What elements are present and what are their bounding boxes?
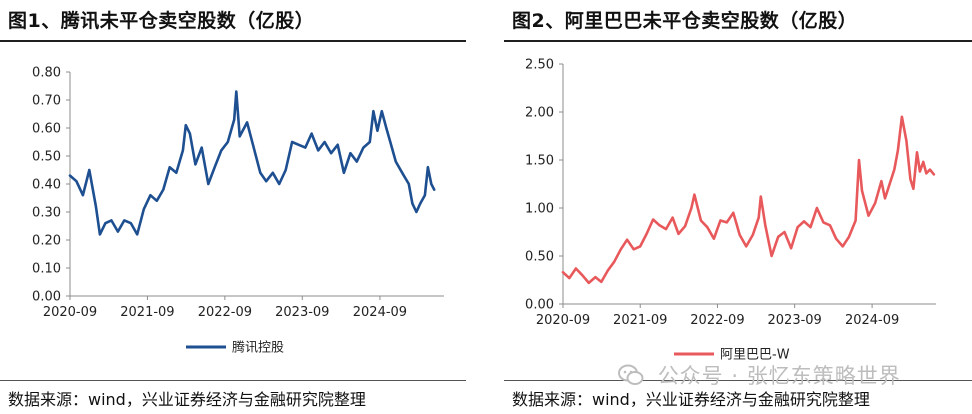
- series-line: [561, 115, 936, 285]
- y-tick-label: 0.00: [32, 290, 61, 305]
- y-tick-label: 0.50: [32, 150, 61, 165]
- y-tick-label: 0.60: [32, 122, 61, 137]
- chart-title: 图2、阿里巴巴未平仓卖空股数（亿股）: [512, 10, 858, 32]
- y-tick-label: 0.80: [32, 66, 61, 81]
- footer-divider: [0, 380, 466, 381]
- y-tick-label: 1.50: [525, 154, 554, 169]
- y-tick-label: 0.40: [32, 178, 61, 193]
- y-tick-label: 2.50: [525, 58, 554, 73]
- wechat-icon: [618, 364, 644, 391]
- data-source-note: 数据来源：wind，兴业证券经济与金融研究院整理: [512, 390, 870, 409]
- footer-divider: [504, 380, 972, 381]
- x-tick-label: 2021-09: [120, 305, 174, 320]
- legend-label: 阿里巴巴-W: [720, 348, 790, 363]
- data-source-note: 数据来源：wind，兴业证券经济与金融研究院整理: [8, 390, 366, 409]
- y-tick-label: 0.20: [32, 234, 61, 249]
- tencent-line-chart: 0.00 0.10 0.20 0.30 0.40 0.50 0.60 0.70 0.80 2020…: [32, 66, 444, 356]
- y-tick-label: 0.00: [525, 298, 554, 313]
- chart-title: 图1、腾讯未平仓卖空股数（亿股）: [8, 10, 315, 32]
- x-tick-label: 2022-09: [198, 305, 252, 320]
- x-tick-label: 2024-09: [353, 305, 407, 320]
- x-tick-label: 2020-09: [43, 305, 97, 320]
- y-tick-label: 1.00: [525, 202, 554, 217]
- title-divider: [0, 40, 466, 42]
- watermark-text: 公众号 · 张忆东策略世界: [657, 364, 901, 388]
- y-tick-label: 0.30: [32, 206, 61, 221]
- series-line: [68, 90, 436, 236]
- x-tick-label: 2021-09: [613, 313, 667, 328]
- y-tick-label: 0.10: [32, 262, 61, 277]
- x-tick-label: 2024-09: [845, 313, 899, 328]
- title-divider: [504, 40, 972, 42]
- x-tick-label: 2022-09: [690, 313, 744, 328]
- alibaba-line-chart: 0.00 0.50 1.00 1.50 2.00 2.50 2020-09 2021-09 20…: [525, 58, 936, 363]
- y-tick-label: 0.50: [525, 250, 554, 265]
- y-tick-label: 0.70: [32, 94, 61, 109]
- legend-label: 腾讯控股: [232, 340, 284, 356]
- y-tick-label: 2.00: [525, 106, 554, 121]
- x-tick-label: 2020-09: [536, 313, 590, 328]
- chart-panel-alibaba: 图2、阿里巴巴未平仓卖空股数（亿股） 0.00 0.50 1.00 1.50 2.00 2…: [504, 0, 972, 414]
- x-tick-label: 2023-09: [768, 313, 822, 328]
- wechat-watermark: 公众号 · 张忆东策略世界: [618, 360, 901, 391]
- chart-panel-tencent: 图1、腾讯未平仓卖空股数（亿股） 0.00 0.10 0.20 0.30 0.40 0.5…: [0, 0, 466, 414]
- x-tick-label: 2023-09: [275, 305, 329, 320]
